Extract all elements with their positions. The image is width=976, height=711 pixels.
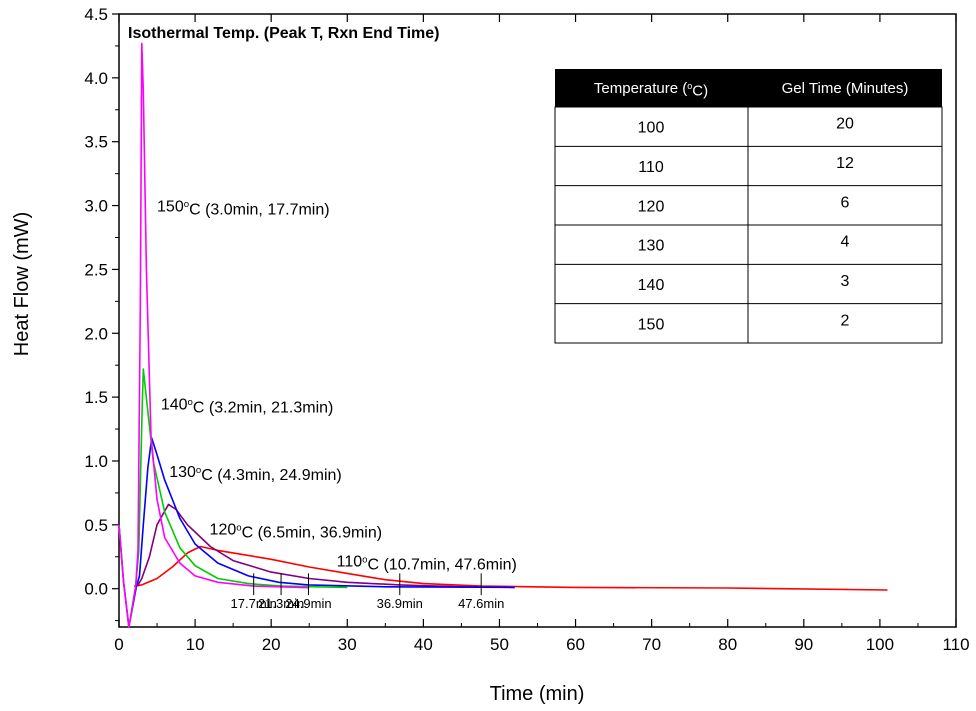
table-cell-temperature: 130 (638, 238, 665, 255)
table-cell-gel-time: 20 (836, 116, 854, 133)
x-tick-label: 70 (642, 635, 661, 654)
y-tick-label: 3.5 (84, 133, 108, 152)
table-cell-temperature: 120 (638, 198, 665, 215)
table-cell-gel-time: 3 (841, 273, 850, 290)
x-tick-label: 10 (186, 635, 205, 654)
end-marker-label: 24.9min (285, 596, 331, 611)
end-marker-label: 36.9min (377, 596, 423, 611)
series-line-5 (134, 545, 888, 591)
end-marker-label: 17.7min (231, 596, 277, 611)
y-tick-label: 0.0 (84, 580, 108, 599)
table-cell-temperature: 100 (638, 120, 665, 137)
table-header-gel-time: Gel Time (Minutes) (782, 80, 909, 97)
table-rows: 100 20 110 12 120 6 130 4 140 3 150 2 (555, 116, 942, 333)
x-tick-label: 110 (942, 635, 969, 654)
curve-annotations: 150oC (3.0min, 17.7min) 140oC (3.2min, 21… (157, 199, 517, 574)
x-tick-label: 100 (866, 635, 894, 654)
end-marker-label: 47.6min (458, 596, 504, 611)
table-cell-temperature: 150 (638, 316, 665, 333)
series-group (118, 42, 888, 628)
end-marker-label: 21.3min (258, 596, 304, 611)
y-tick-label: 1.0 (84, 452, 108, 471)
x-axis-title: Time (min) (490, 683, 585, 705)
table-cell-gel-time: 4 (841, 234, 850, 251)
x-tick-label: 30 (338, 635, 357, 654)
series-line-4 (136, 503, 515, 589)
x-tick-label: 80 (718, 635, 737, 654)
curve-annotation: 110oC (10.7min, 47.6min) (337, 554, 517, 574)
y-tick-label: 3.0 (84, 197, 108, 216)
gel-time-table: Temperature (oC) Gel Time (Minutes) 100 2… (554, 69, 943, 344)
curve-annotation: 120oC (6.5min, 36.9min) (210, 522, 383, 542)
y-tick-label: 0.5 (84, 516, 108, 535)
y-tick-label: 1.5 (84, 388, 108, 407)
y-tick-label: 4.5 (84, 5, 108, 24)
table-cell-temperature: 110 (638, 159, 664, 176)
y-tick-label: 2.5 (84, 260, 108, 279)
x-tick-label: 60 (566, 635, 585, 654)
y-tick-label: 2.0 (84, 324, 108, 343)
x-tick-label: 50 (490, 635, 509, 654)
curve-annotation: 150oC (3.0min, 17.7min) (157, 199, 330, 219)
series-line-1 (118, 42, 310, 628)
x-tick-label: 20 (262, 635, 281, 654)
table-cell-gel-time: 6 (841, 194, 850, 211)
y-tick-label: 4.0 (84, 69, 108, 88)
x-tick-label: 40 (414, 635, 433, 654)
chart-title: Isothermal Temp. (Peak T, Rxn End Time) (128, 25, 439, 42)
y-axis-title: Heat Flow (mW) (11, 212, 33, 356)
axes: 0 10 20 30 40 50 60 70 80 90 100 110 0.0 0.5 1.0 1.5 2.0… (84, 5, 969, 654)
curve-annotation: 140oC (3.2min, 21.3min) (161, 397, 334, 417)
table-cell-gel-time: 2 (841, 312, 850, 329)
x-tick-label: 0 (114, 635, 123, 654)
x-tick-label: 90 (794, 635, 813, 654)
curve-annotation: 130oC (4.3min, 24.9min) (169, 464, 342, 484)
table-cell-temperature: 140 (638, 277, 665, 294)
table-header-temperature: Temperature (oC) (594, 80, 708, 100)
table-cell-gel-time: 12 (836, 155, 854, 172)
